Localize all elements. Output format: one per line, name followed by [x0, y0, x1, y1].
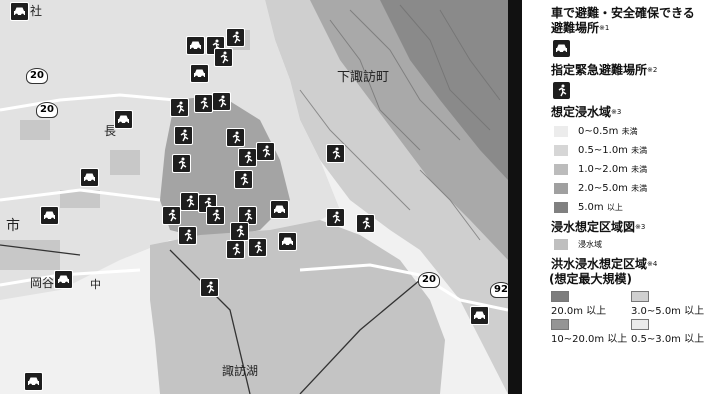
designated-evacuation-site-marker[interactable] [248, 238, 267, 257]
designated-evacuation-site-marker[interactable] [178, 226, 197, 245]
car-evacuation-site-marker[interactable] [186, 36, 205, 55]
designated-evacuation-site-marker[interactable] [162, 206, 181, 225]
car-evacuation-site-marker[interactable] [54, 270, 73, 289]
designated-evacuation-site-marker[interactable] [200, 278, 219, 297]
place-label: 長 [104, 124, 117, 138]
river-depth-cell: 10~20.0m 以上 [551, 319, 627, 345]
legend-title-flood-zone: 浸水想定区域図※3 [551, 220, 646, 234]
designated-evacuation-site-marker[interactable] [174, 126, 193, 145]
color-swatch [554, 145, 568, 156]
color-swatch [551, 319, 569, 330]
legend-title-river-2: (想定最大規模) [549, 272, 632, 286]
flood-depth-row: 0~0.5m 未満 [551, 122, 716, 141]
designated-evacuation-site-marker[interactable] [212, 92, 231, 111]
flood-zone-row: 浸水域 [551, 235, 716, 254]
color-swatch [554, 239, 568, 250]
car-evacuation-site-marker[interactable] [270, 200, 289, 219]
designated-evacuation-site-marker[interactable] [180, 192, 199, 211]
car-evacuation-site-marker[interactable] [114, 110, 133, 129]
color-swatch [551, 291, 569, 302]
flood-depth-row: 2.0~5.0m 未満 [551, 179, 716, 198]
designated-evacuation-site-marker[interactable] [194, 94, 213, 113]
designated-evacuation-site-marker[interactable] [234, 170, 253, 189]
river-depth-grid: 20.0m 以上 3.0~5.0m 以上 [551, 291, 716, 317]
map-view[interactable]: 下諏訪町 諏訪湖 市 岡谷 長 社 中 20 20 20 92 [0, 0, 508, 394]
color-swatch [554, 202, 568, 213]
designated-evacuation-site-marker[interactable] [238, 206, 257, 225]
place-label: 中 [90, 278, 101, 291]
place-label: 諏訪湖 [222, 364, 259, 378]
legend-panel: 車で避難・安全確保できる 避難場所※1 指定緊急避難場所※2 想定浸水域※3 0… [522, 0, 716, 394]
designated-evacuation-site-marker[interactable] [170, 98, 189, 117]
car-evacuation-site-marker[interactable] [80, 168, 99, 187]
flood-depth-list: 0~0.5m 未満 0.5~1.0m 未満 1.0~2.0m 未満 2.0~5.… [551, 122, 716, 217]
car-evacuation-site-marker[interactable] [190, 64, 209, 83]
river-depth-grid: 10~20.0m 以上 0.5~3.0m 以上 [551, 319, 716, 345]
legend-title-flood: 想定浸水域※3 [551, 105, 622, 119]
designated-evacuation-site-marker[interactable] [256, 142, 275, 161]
place-label: 下諏訪町 [337, 70, 390, 85]
designated-evacuation-site-marker[interactable] [230, 222, 249, 241]
map-base [0, 0, 508, 394]
car-evacuation-site-marker[interactable] [10, 2, 29, 21]
river-depth-cell: 0.5~3.0m 以上 [631, 319, 704, 345]
place-label: 社 [30, 4, 43, 18]
designated-evacuation-site-marker[interactable] [172, 154, 191, 173]
designated-evacuation-site-marker[interactable] [226, 128, 245, 147]
route-shield: 20 [26, 68, 48, 84]
color-swatch [631, 291, 649, 302]
car-icon [553, 40, 570, 57]
place-label: 市 [6, 218, 20, 234]
route-shield: 20 [418, 272, 440, 288]
place-label: 岡谷 [30, 276, 55, 290]
designated-evacuation-site-marker[interactable] [226, 28, 245, 47]
color-swatch [554, 126, 568, 137]
car-evacuation-site-marker[interactable] [278, 232, 297, 251]
flood-depth-row: 5.0m 以上 [551, 198, 716, 217]
designated-evacuation-site-marker[interactable] [326, 208, 345, 227]
designated-evacuation-site-marker[interactable] [206, 206, 225, 225]
designated-evacuation-site-marker[interactable] [238, 148, 257, 167]
designated-evacuation-site-marker[interactable] [214, 48, 233, 67]
legend-title-car: 車で避難・安全確保できる [551, 6, 695, 20]
flood-depth-row: 1.0~2.0m 未満 [551, 160, 716, 179]
legend-title-river: 洪水浸水想定区域※4 [551, 257, 658, 271]
legend-title-car-2: 避難場所※1 [551, 21, 610, 35]
flood-depth-row: 0.5~1.0m 未満 [551, 141, 716, 160]
legend-title-designated: 指定緊急避難場所※2 [551, 63, 658, 77]
running-person-icon [553, 82, 570, 99]
color-swatch [554, 183, 568, 194]
river-depth-cell: 3.0~5.0m 以上 [631, 291, 704, 317]
designated-evacuation-site-marker[interactable] [356, 214, 375, 233]
designated-evacuation-site-marker[interactable] [226, 240, 245, 259]
car-evacuation-site-marker[interactable] [24, 372, 43, 391]
route-shield: 92 [490, 282, 508, 298]
color-swatch [554, 164, 568, 175]
car-evacuation-site-marker[interactable] [470, 306, 489, 325]
divider [508, 0, 522, 394]
car-evacuation-site-marker[interactable] [40, 206, 59, 225]
river-depth-cell: 20.0m 以上 [551, 291, 623, 317]
route-shield: 20 [36, 102, 58, 118]
color-swatch [631, 319, 649, 330]
designated-evacuation-site-marker[interactable] [326, 144, 345, 163]
